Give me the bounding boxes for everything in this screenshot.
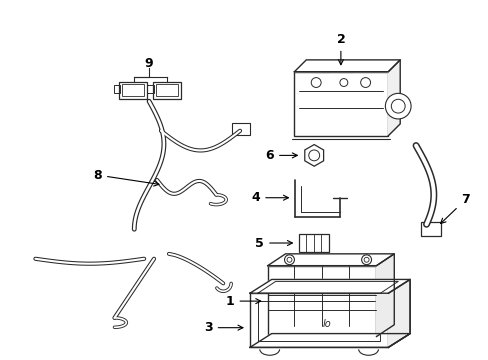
Bar [299, 234, 328, 252]
Bar [147, 85, 154, 93]
Polygon shape [249, 279, 409, 293]
Polygon shape [376, 254, 393, 337]
Bar [267, 266, 376, 337]
Text: lo: lo [322, 319, 331, 329]
Bar [156, 85, 178, 96]
Bar [232, 123, 249, 135]
Text: 5: 5 [255, 237, 292, 249]
Bar [249, 293, 387, 347]
Bar [277, 337, 297, 342]
Text: 2: 2 [336, 33, 345, 65]
Text: 9: 9 [144, 57, 153, 70]
Bar [294, 72, 387, 136]
Polygon shape [249, 334, 409, 347]
Bar [122, 85, 144, 96]
Bar [119, 82, 147, 99]
Bar [346, 337, 366, 342]
Bar [257, 301, 380, 342]
Text: 6: 6 [265, 149, 297, 162]
Text: 8: 8 [93, 168, 159, 186]
Polygon shape [387, 60, 399, 136]
Bar [420, 222, 440, 236]
Polygon shape [267, 254, 393, 266]
Polygon shape [387, 279, 409, 347]
Circle shape [385, 93, 410, 119]
Circle shape [361, 255, 371, 265]
Text: 4: 4 [251, 191, 288, 204]
Bar [113, 85, 120, 93]
Text: 1: 1 [225, 294, 260, 307]
Circle shape [284, 255, 294, 265]
Bar [311, 62, 329, 72]
Bar [338, 62, 352, 72]
Bar [153, 82, 181, 99]
Text: 3: 3 [203, 321, 243, 334]
Text: 7: 7 [440, 193, 469, 224]
Polygon shape [294, 60, 399, 72]
